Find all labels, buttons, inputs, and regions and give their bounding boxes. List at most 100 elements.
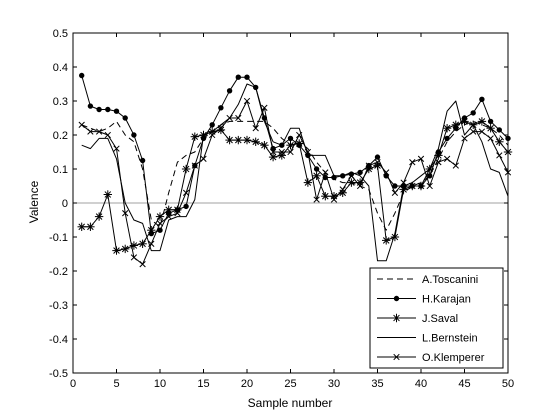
data-point-o-klemperer	[330, 196, 338, 203]
y-tick-label: -0.4	[49, 334, 68, 346]
data-point-h-karajan	[313, 166, 320, 172]
data-point-h-karajan	[479, 96, 485, 103]
legend-label: O.Klemperer	[422, 352, 485, 364]
data-point-o-klemperer	[78, 121, 85, 128]
data-point-h-karajan	[122, 115, 128, 121]
legend-label: J.Saval	[422, 313, 458, 325]
data-point-o-klemperer	[365, 162, 372, 169]
data-point-j-saval	[495, 137, 504, 146]
x-tick-label: 5	[113, 378, 119, 390]
data-point-j-saval	[460, 117, 469, 126]
data-point-o-klemperer	[174, 210, 181, 217]
data-point-j-saval	[112, 246, 121, 255]
data-point-o-klemperer	[104, 131, 111, 139]
data-point-j-saval	[260, 141, 269, 150]
x-tick-label: 20	[241, 378, 253, 390]
data-point-j-saval	[295, 139, 304, 148]
data-point-j-saval	[268, 152, 278, 162]
data-point-h-karajan	[357, 169, 363, 176]
data-point-h-karajan	[496, 127, 502, 133]
legend-item-j-saval: J.Saval	[377, 313, 458, 325]
data-point-o-klemperer	[130, 254, 138, 261]
data-point-h-karajan	[244, 74, 250, 80]
y-axis-title: Valence	[27, 180, 41, 223]
data-point-h-karajan	[427, 173, 433, 179]
data-point-j-saval	[347, 178, 356, 187]
legend-marker	[393, 295, 400, 302]
legend: A.Toscanini H.Karajan J.Saval L.Bernstein O.…	[369, 267, 504, 369]
legend-label: H.Karajan	[422, 294, 471, 306]
data-point-j-saval	[451, 120, 460, 129]
data-point-o-klemperer	[487, 135, 494, 142]
legend-label: A.Toscanini	[422, 274, 478, 286]
axis-ticks: 0 5 10 15 20 25 30 35 40 45 50 -0.5 -0.4 -0.3 -0.2 -0.1…	[49, 28, 514, 390]
x-tick-label: 10	[154, 378, 166, 390]
legend-item-o-klemperer: O.Klemperer	[377, 352, 485, 364]
data-point-h-karajan	[113, 108, 120, 114]
data-point-j-saval	[382, 236, 391, 245]
legend-marker	[392, 313, 401, 323]
data-point-o-klemperer	[470, 128, 477, 135]
data-point-h-karajan	[470, 110, 476, 116]
legend-item-l-bernstein: L.Bernstein	[377, 333, 478, 345]
data-point-j-saval	[234, 135, 243, 145]
data-point-h-karajan	[235, 74, 242, 80]
data-point-o-klemperer	[322, 169, 329, 176]
data-point-o-klemperer	[452, 162, 459, 169]
data-point-j-saval	[321, 192, 330, 201]
data-point-j-saval	[86, 222, 95, 231]
data-point-o-klemperer	[478, 128, 486, 135]
data-point-j-saval	[147, 226, 156, 235]
data-point-h-karajan	[374, 154, 381, 160]
data-point-o-klemperer	[122, 210, 129, 217]
data-point-o-klemperer	[356, 182, 364, 190]
data-point-j-saval	[503, 147, 513, 157]
data-point-o-klemperer	[391, 189, 399, 196]
y-tick-label: 0.3	[53, 96, 68, 108]
y-tick-label: 0.1	[53, 164, 68, 176]
legend-item-h-karajan: H.Karajan	[377, 294, 471, 306]
x-tick-label: 45	[458, 378, 470, 390]
series-l-bernstein	[81, 83, 509, 262]
y-tick-label: -0.1	[49, 232, 68, 244]
data-point-o-klemperer	[139, 261, 146, 268]
legend-label: L.Bernstein	[422, 333, 478, 345]
data-point-o-klemperer	[235, 114, 242, 122]
series-line-l-bernstein	[81, 83, 509, 262]
x-tick-label: 25	[284, 378, 296, 390]
data-point-h-karajan	[218, 105, 224, 111]
data-point-h-karajan	[157, 227, 163, 233]
data-point-j-saval	[303, 178, 313, 187]
data-point-o-klemperer	[435, 159, 442, 166]
data-point-o-klemperer	[296, 131, 303, 139]
y-tick-label: 0.2	[53, 130, 68, 142]
data-point-h-karajan	[505, 135, 511, 142]
data-point-o-klemperer	[261, 104, 268, 111]
x-axis-title: Sample number	[248, 396, 333, 410]
data-point-o-klemperer	[269, 148, 277, 156]
y-tick-label: 0.4	[53, 62, 68, 74]
data-point-o-klemperer	[200, 155, 207, 162]
data-point-o-klemperer	[417, 155, 425, 162]
data-point-j-saval	[312, 171, 321, 180]
data-point-o-klemperer	[313, 196, 320, 203]
data-point-j-saval	[77, 222, 86, 231]
data-point-o-klemperer	[400, 179, 407, 186]
data-point-o-klemperer	[87, 128, 94, 135]
data-point-h-karajan	[96, 106, 102, 113]
data-point-o-klemperer	[383, 169, 390, 176]
data-point-j-saval	[242, 135, 252, 145]
x-tick-label: 0	[70, 378, 76, 390]
data-point-j-saval	[190, 132, 199, 141]
data-point-j-saval	[138, 239, 147, 248]
y-tick-label: 0	[62, 198, 68, 210]
data-point-o-klemperer	[113, 145, 120, 152]
series-h-karajan	[79, 72, 511, 237]
data-point-h-karajan	[79, 72, 85, 79]
data-point-o-klemperer	[148, 240, 155, 247]
data-point-o-klemperer	[252, 125, 259, 132]
data-point-o-klemperer	[95, 128, 103, 135]
data-point-h-karajan	[209, 122, 215, 128]
series-line-a-toscanini	[81, 120, 509, 231]
